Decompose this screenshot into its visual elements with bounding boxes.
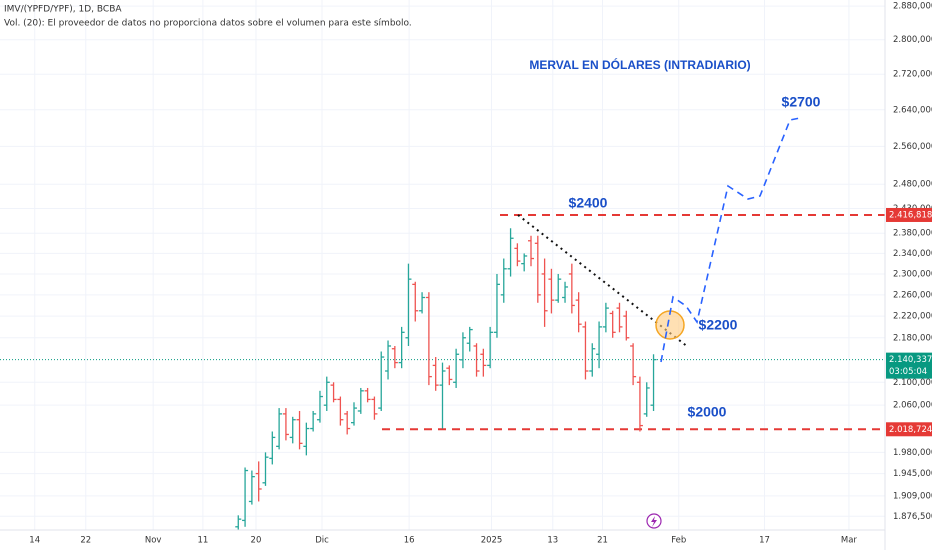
x-tick-label: 20 [251, 536, 262, 546]
x-tick-label: Nov [145, 536, 162, 546]
highlight-circle [655, 310, 685, 340]
event-icon[interactable] [646, 513, 662, 529]
level-label: 2.018,724 [889, 425, 932, 435]
level-label-box [886, 207, 932, 222]
annotation: $2200 [699, 317, 738, 333]
y-tick-label: 2.640,000 [893, 105, 932, 115]
axes: 2.880,000 2.800,000 2.720,000 2.640,000 2.56… [29, 2, 932, 546]
y-tick-label: 2.220,000 [893, 312, 932, 322]
bars [235, 228, 657, 530]
y-tick-label: 1.909,000 [893, 491, 932, 501]
y-tick-label: 1.980,000 [893, 448, 932, 458]
x-tick-label: 16 [404, 536, 415, 546]
x-tick-label: 21 [597, 536, 608, 546]
y-tick-label: 1.945,000 [893, 469, 932, 479]
y-tick-label: 2.340,000 [893, 249, 932, 259]
level-label-box [886, 422, 932, 437]
x-tick-label: Mar [841, 536, 858, 546]
y-tick-label: 2.260,000 [893, 290, 932, 300]
x-tick-label: Dic [315, 536, 329, 546]
y-tick-label: 2.180,000 [893, 333, 932, 343]
volume-note: Vol. (20): El proveedor de datos no prop… [4, 19, 412, 29]
x-tick-label: 11 [197, 536, 208, 546]
y-tick-label: 2.300,000 [893, 269, 932, 279]
last-price-box [886, 352, 932, 379]
y-tick-label: 2.480,000 [893, 180, 932, 190]
y-tick-label: 2.880,000 [893, 2, 932, 12]
chart-title: MERVAL EN DÓLARES (INTRADIARIO) [529, 57, 750, 72]
level-label: 2.416,818 [889, 210, 932, 220]
y-tick-label: 2.560,000 [893, 142, 932, 152]
levels [0, 213, 885, 431]
projection-path [660, 117, 801, 363]
y-tick-label: 2.800,000 [893, 35, 932, 45]
x-tick-label: 2025 [481, 536, 503, 546]
x-tick-label: 17 [759, 536, 770, 546]
annotation: $2400 [569, 195, 608, 211]
y-tick-label: 2.060,000 [893, 401, 932, 411]
countdown-label: 03:05:04 [889, 367, 927, 377]
y-tick-label: 2.380,000 [893, 229, 932, 239]
x-tick-label: Feb [671, 536, 686, 546]
y-tick-label: 1.876,500 [893, 512, 932, 522]
y-tick-label: 2.720,000 [893, 70, 932, 80]
last-price-label: 2.140,337 [889, 355, 932, 365]
x-tick-label: 22 [80, 536, 91, 546]
x-tick-label: 14 [29, 536, 40, 546]
annotation: $2700 [782, 94, 821, 110]
y-tick-label: 2.100,000 [893, 378, 932, 388]
x-tick-label: 13 [547, 536, 558, 546]
symbol-header: IMV/(YPFD/YPF), 1D, BCBA [4, 5, 122, 15]
annotation: $2000 [688, 404, 727, 420]
